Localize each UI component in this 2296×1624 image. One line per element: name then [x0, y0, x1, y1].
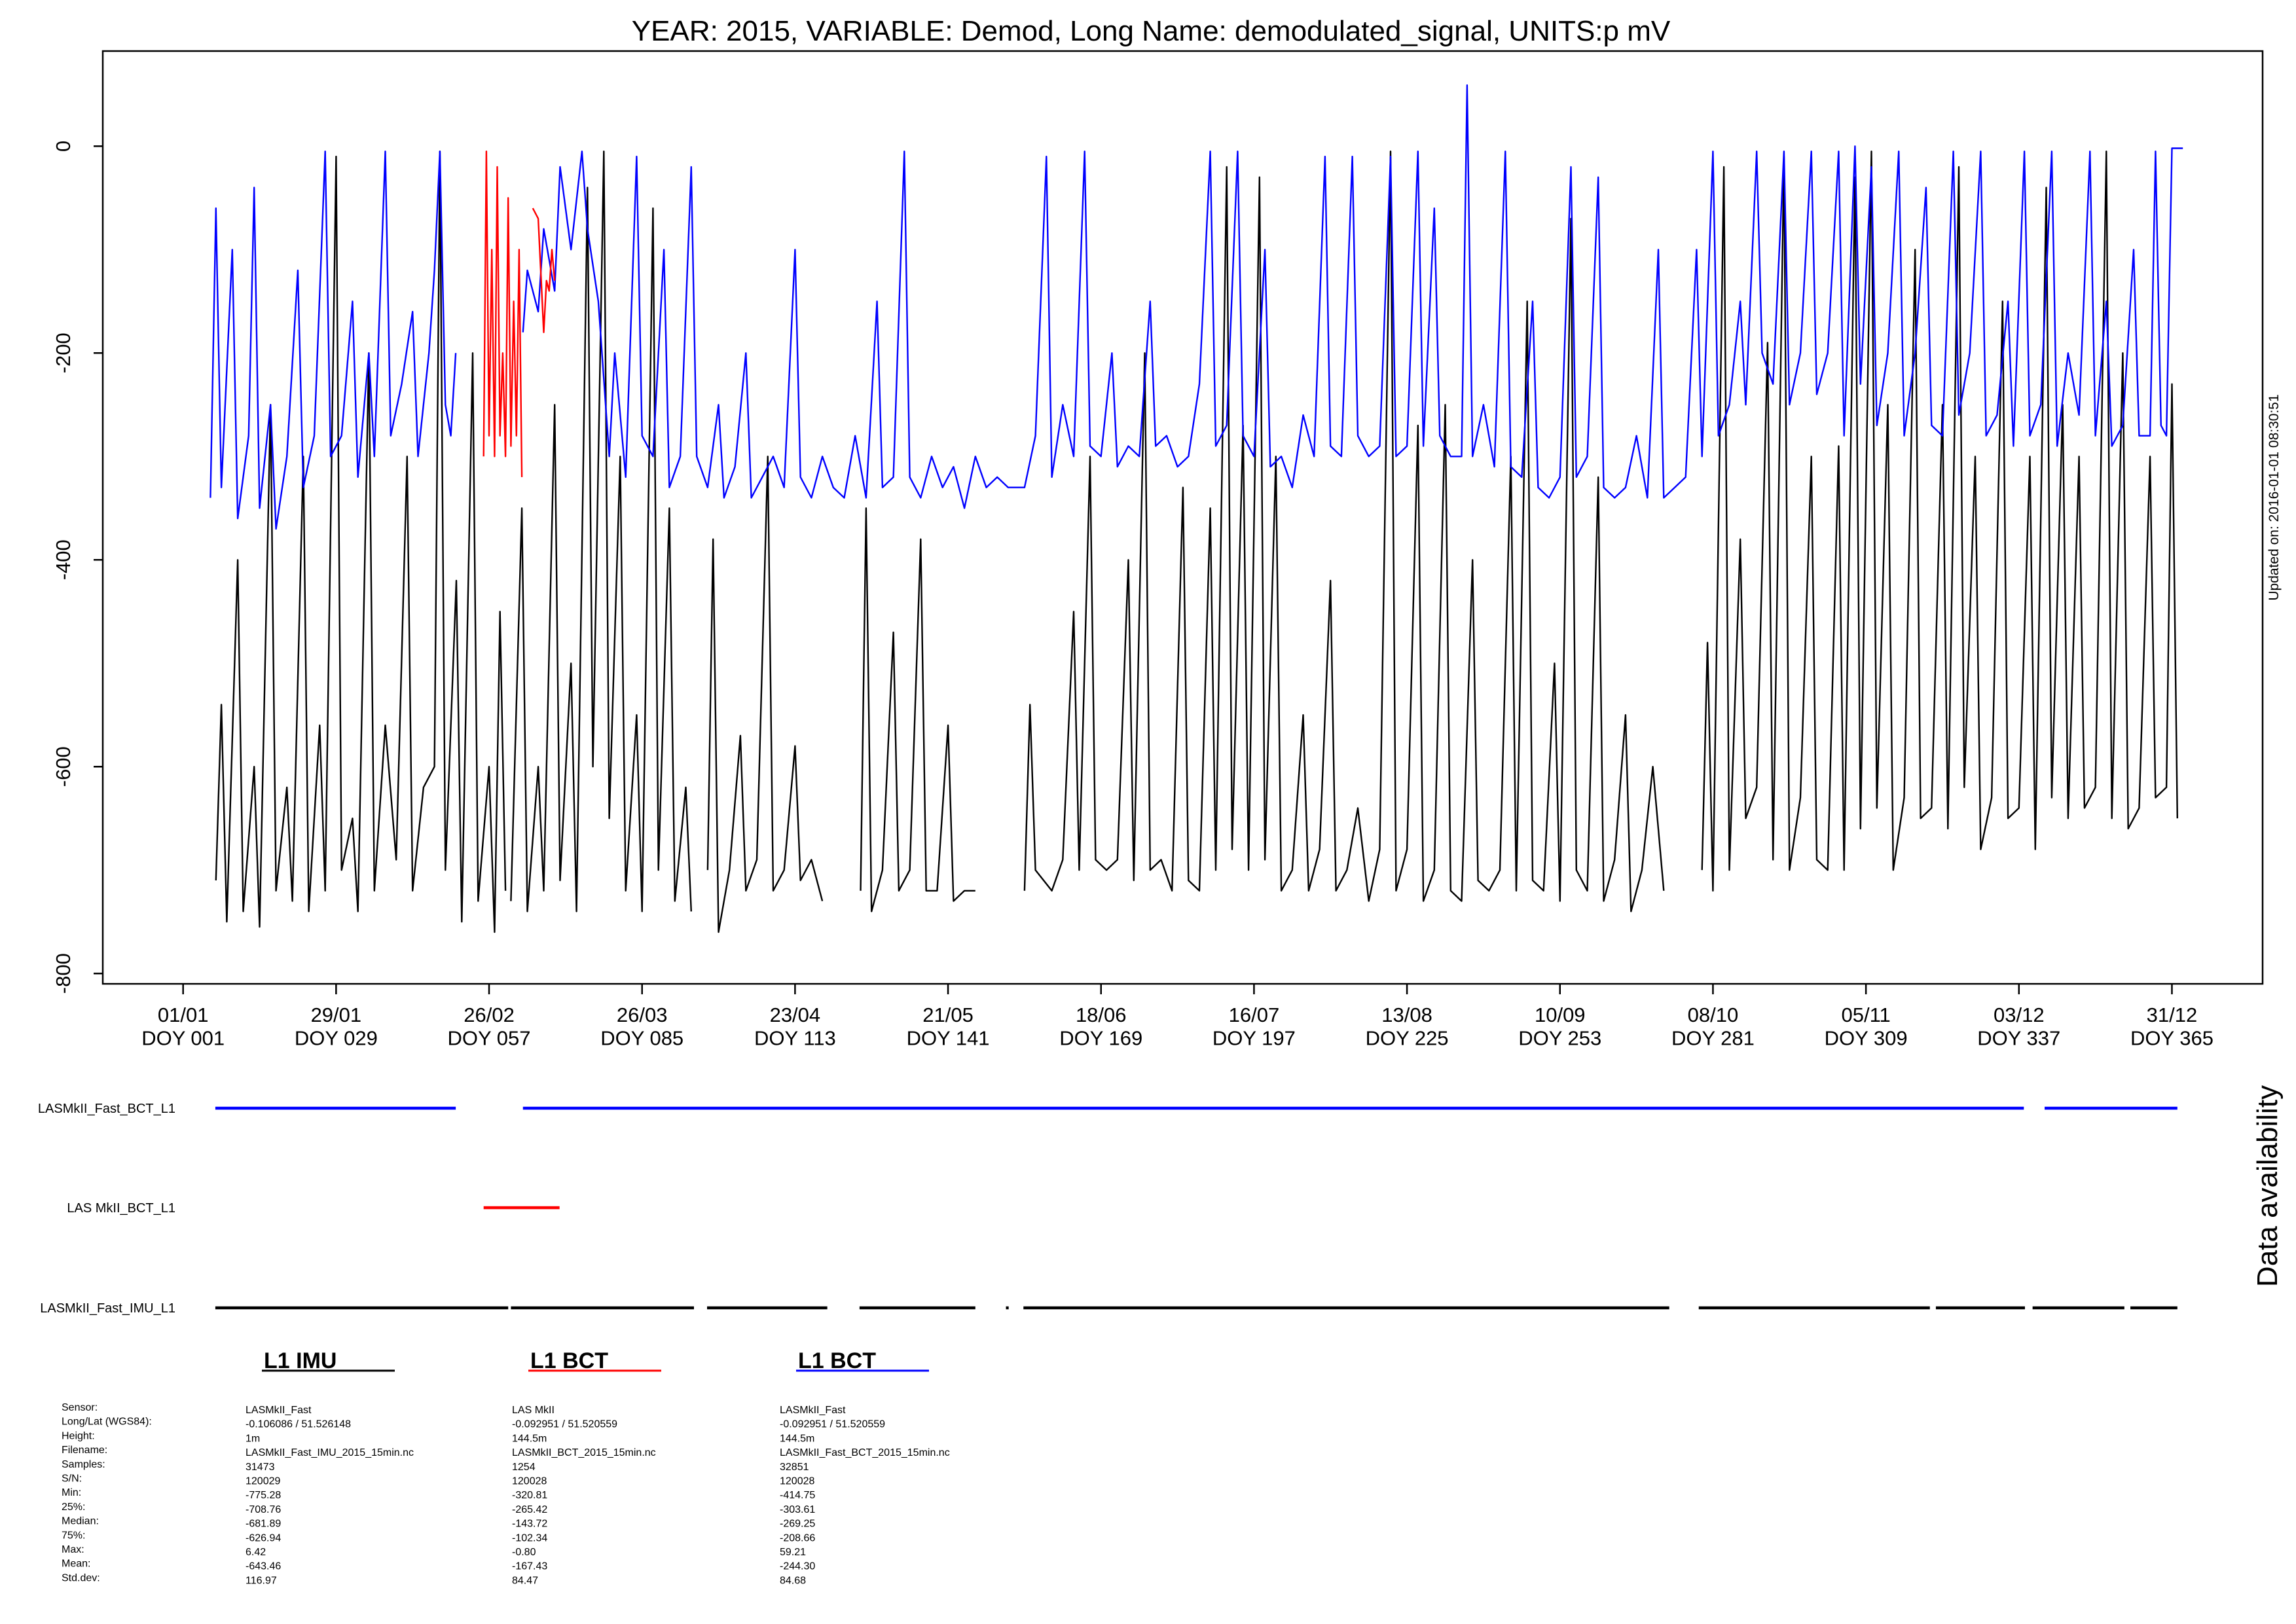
stats-value: -143.72 — [512, 1519, 547, 1530]
stats-value: 144.5m — [512, 1433, 547, 1444]
stats-value: -414.75 — [780, 1490, 815, 1501]
x-tick-label: 26/02 DOY 057 — [448, 1003, 531, 1050]
stats-label: Std.dev: — [62, 1572, 100, 1583]
stats-value: 84.47 — [512, 1575, 538, 1586]
stats-value: LASMkII_Fast_BCT_2015_15min.nc — [780, 1447, 950, 1458]
stats-value: -0.092951 / 51.520559 — [512, 1419, 617, 1430]
stats-value: 1254 — [512, 1462, 536, 1473]
x-tick-label: 05/11 DOY 309 — [1825, 1003, 1908, 1050]
stats-label: Min: — [62, 1487, 81, 1498]
stats-value: LASMkII_Fast — [780, 1405, 846, 1416]
x-tick-label: 01/01 DOY 001 — [141, 1003, 225, 1050]
legend-label: L1 IMU — [264, 1348, 337, 1373]
y-tick-label: -600 — [52, 746, 75, 787]
stats-value: -303.61 — [780, 1504, 815, 1515]
stats-label: Filename: — [62, 1445, 107, 1456]
chart-title: YEAR: 2015, VARIABLE: Demod, Long Name: … — [632, 15, 1671, 47]
series-line — [215, 151, 2178, 933]
stats-value: 59.21 — [780, 1547, 806, 1558]
x-tick-label: 23/04 DOY 113 — [754, 1003, 836, 1050]
stats-value: -0.092951 / 51.520559 — [780, 1419, 885, 1430]
x-tick-label: 10/09 DOY 253 — [1518, 1003, 1601, 1050]
stats-value: LASMkII_Fast_IMU_2015_15min.nc — [246, 1447, 414, 1458]
plot-frame — [101, 50, 2264, 985]
stats-value: -167.43 — [512, 1561, 547, 1572]
y-tick-label: -400 — [52, 539, 75, 580]
stats-value: 120028 — [512, 1476, 547, 1487]
stats-value: -0.106086 / 51.526148 — [246, 1419, 351, 1430]
series-line — [210, 84, 2183, 530]
stats-label: Height: — [62, 1430, 95, 1441]
stats-value: LASMkII_BCT_2015_15min.nc — [512, 1447, 656, 1458]
stats-label: Mean: — [62, 1559, 90, 1570]
x-tick-label: 18/06 DOY 169 — [1059, 1003, 1142, 1050]
stats-label: Long/Lat (WGS84): — [62, 1416, 152, 1428]
stats-value: 116.97 — [246, 1575, 277, 1586]
stats-label: 25%: — [62, 1502, 85, 1513]
stats-value: LAS MkII — [512, 1405, 555, 1416]
stats-value: 120028 — [780, 1476, 814, 1487]
x-tick-label: 03/12 DOY 337 — [1977, 1003, 2060, 1050]
stats-value: 6.42 — [246, 1547, 266, 1558]
x-tick-label: 08/10 DOY 281 — [1671, 1003, 1755, 1050]
stats-value: -244.30 — [780, 1561, 815, 1572]
y-tick-label: 0 — [52, 141, 75, 152]
stats-value: -208.66 — [780, 1532, 815, 1543]
stats-label: Median: — [62, 1516, 99, 1527]
stats-value: 32851 — [780, 1462, 809, 1473]
stats-value: -320.81 — [512, 1490, 547, 1501]
x-tick-label: 21/05 DOY 141 — [907, 1003, 990, 1050]
x-tick-label: 31/12 DOY 365 — [2130, 1003, 2214, 1050]
stats-label: S/N: — [62, 1473, 82, 1485]
stats-value: 144.5m — [780, 1433, 814, 1444]
stats-label: Samples: — [62, 1459, 105, 1470]
stats-label: Sensor: — [62, 1402, 98, 1413]
stats-value: 84.68 — [780, 1575, 806, 1586]
stats-value: LASMkII_Fast — [246, 1405, 312, 1416]
series-line — [483, 151, 556, 477]
availability-label: LASMkII_Fast_BCT_L1 — [38, 1102, 175, 1116]
stats-label: Max: — [62, 1544, 84, 1555]
stats-value: -102.34 — [512, 1532, 547, 1543]
stats-value: -269.25 — [780, 1519, 815, 1530]
legend-label: L1 BCT — [798, 1348, 876, 1373]
stats-value: -265.42 — [512, 1504, 547, 1515]
stats-value: -626.94 — [246, 1532, 281, 1543]
stats-value: -0.80 — [512, 1547, 536, 1558]
stats-value: 120029 — [246, 1476, 280, 1487]
y-tick-label: -800 — [52, 953, 75, 994]
x-tick-label: 13/08 DOY 225 — [1366, 1003, 1449, 1050]
legend-label: L1 BCT — [530, 1348, 608, 1373]
x-tick-label: 16/07 DOY 197 — [1212, 1003, 1296, 1050]
stats-value: 1m — [246, 1433, 260, 1444]
stats-value: -643.46 — [246, 1561, 281, 1572]
availability-title: Data availability — [2251, 1085, 2284, 1287]
x-tick-label: 29/01 DOY 029 — [295, 1003, 378, 1050]
stats-value: -775.28 — [246, 1490, 281, 1501]
stats-label: 75%: — [62, 1530, 85, 1541]
update-note: Updated on: 2016-01-01 08:30:51 — [2267, 394, 2282, 600]
stats-value: 31473 — [246, 1462, 275, 1473]
stats-value: -681.89 — [246, 1519, 281, 1530]
x-tick-label: 26/03 DOY 085 — [600, 1003, 683, 1050]
stats-value: -708.76 — [246, 1504, 281, 1515]
availability-label: LASMkII_Fast_IMU_L1 — [40, 1301, 175, 1316]
y-tick-label: -200 — [52, 333, 75, 373]
availability-label: LAS MkII_BCT_L1 — [67, 1201, 175, 1216]
